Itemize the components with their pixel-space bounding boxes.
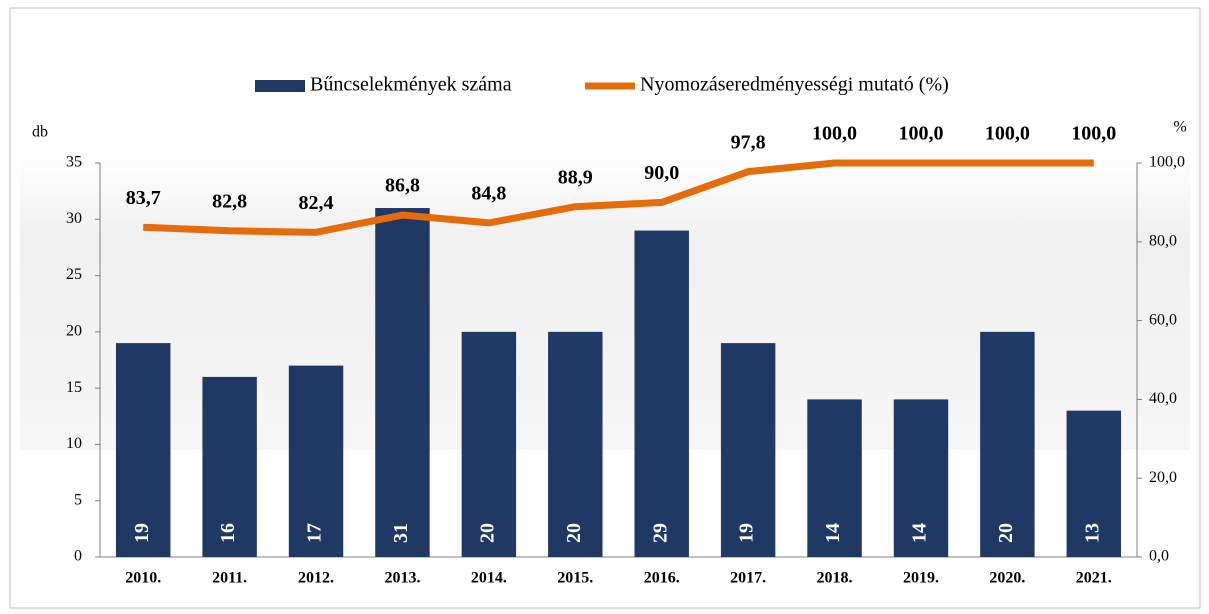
y-tick-label: 25: [66, 266, 82, 283]
line-value-label: 86,8: [385, 175, 420, 197]
line-value-label: 97,8: [731, 131, 766, 153]
line-value-label: 82,4: [299, 192, 334, 214]
line-value-label: 82,8: [212, 190, 247, 212]
x-tick-label: 2011.: [212, 570, 247, 587]
x-tick-label: 2014.: [471, 570, 507, 587]
x-tick-label: 2020.: [989, 570, 1025, 587]
y-tick-label: 35: [66, 154, 82, 171]
x-tick-label: 2016.: [644, 570, 680, 587]
y-tick-label: 0: [74, 548, 82, 565]
x-tick-label: 2019.: [903, 570, 939, 587]
bar-value-label: 20: [476, 523, 498, 543]
y-tick-label: 5: [74, 491, 82, 508]
bar-value-label: 13: [1081, 523, 1103, 543]
line-value-label: 83,7: [126, 187, 161, 209]
bar-value-label: 16: [217, 523, 239, 543]
bar-value-label: 20: [995, 523, 1017, 543]
bar-value-label: 14: [909, 523, 931, 543]
y-tick-label: 10: [66, 435, 82, 452]
line-value-label: 100,0: [898, 123, 943, 145]
y2-tick-label: 100,0: [1149, 154, 1185, 171]
line-value-label: 88,9: [558, 166, 593, 188]
chart: db % 0 5 10 15 20 25 30 35 0,0 20,0 40,0 60,0 80,0 10…: [0, 0, 1209, 614]
legend-label: Nyomozáseredményességi mutató (%): [640, 74, 949, 96]
line-value-label: 100,0: [985, 123, 1030, 145]
line-value-label: 100,0: [812, 123, 857, 145]
bar: [375, 208, 429, 557]
bar-value-label: 31: [390, 523, 412, 543]
line-value-label: 84,8: [471, 182, 506, 204]
y-tick-label: 20: [66, 323, 82, 340]
line-value-label: 100,0: [1071, 123, 1116, 145]
y2-axis-title: %: [1173, 119, 1186, 136]
bar: [634, 231, 688, 557]
x-tick-label: 2018.: [817, 570, 853, 587]
bar-value-label: 20: [563, 523, 585, 543]
bar-value-label: 19: [736, 523, 758, 543]
y2-tick-label: 60,0: [1149, 311, 1177, 328]
x-tick-label: 2017.: [730, 570, 766, 587]
line-value-label: 90,0: [644, 162, 679, 184]
x-tick-label: 2013.: [384, 570, 420, 587]
x-tick-label: 2015.: [557, 570, 593, 587]
x-tick-label: 2010.: [125, 570, 161, 587]
bar-value-label: 14: [822, 523, 844, 543]
bar-value-label: 19: [131, 523, 153, 543]
bar-value-label: 17: [304, 523, 326, 543]
y-tick-label: 15: [66, 379, 82, 396]
y2-tick-label: 80,0: [1149, 232, 1177, 249]
y2-tick-label: 0,0: [1149, 548, 1169, 565]
x-tick-label: 2021.: [1076, 570, 1112, 587]
legend-marker: [255, 80, 305, 92]
y2-tick-label: 40,0: [1149, 390, 1177, 407]
bar-value-label: 29: [649, 523, 671, 543]
y2-tick-label: 20,0: [1149, 469, 1177, 486]
legend-label: Bűncselekmények száma: [310, 74, 512, 96]
y-axis-title: db: [32, 124, 48, 141]
x-tick-label: 2012.: [298, 570, 334, 587]
y-tick-label: 30: [66, 210, 82, 227]
